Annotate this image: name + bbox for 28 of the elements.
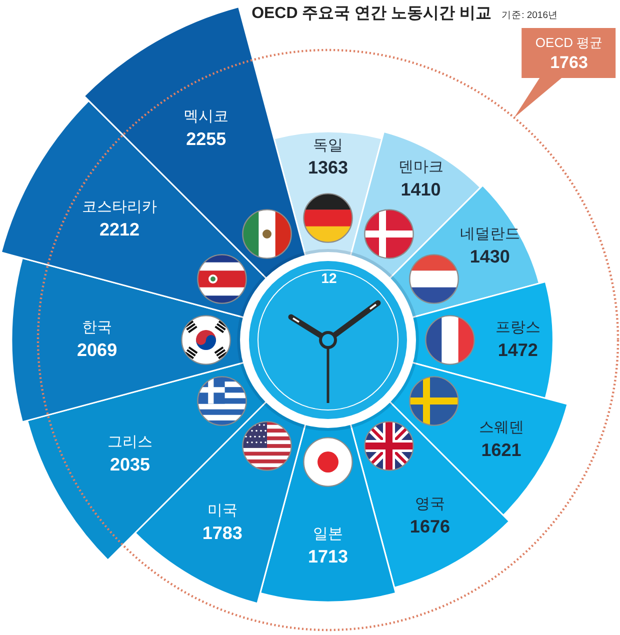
category-label: 미국 <box>207 502 238 520</box>
text: OECD 평균 1763 <box>535 34 603 73</box>
data-label: 2212 <box>99 220 140 240</box>
category-label: 덴마크 <box>398 158 444 176</box>
text: OECD 주요국 연간 노동시간 비교 <box>252 5 492 22</box>
data-label: 1621 <box>481 440 522 460</box>
data-label: 1713 <box>308 546 348 566</box>
data-label: 2255 <box>186 128 226 149</box>
category-label: 스웨덴 <box>478 419 524 436</box>
data-label: 1363 <box>308 158 348 178</box>
category-label: 영국 <box>414 496 445 513</box>
category-label: 프랑스 <box>495 319 540 336</box>
category-label: 한국 <box>82 319 112 336</box>
category-label: 그리스 <box>108 433 153 450</box>
category-label: 독일 <box>313 136 343 154</box>
text: 기준: 2016년 <box>502 10 558 21</box>
text: 12 <box>321 270 337 286</box>
data-label: 2069 <box>77 340 118 360</box>
data-label: 2035 <box>110 454 150 474</box>
category-label: 코스타리카 <box>82 198 157 216</box>
data-label: 1472 <box>498 340 538 360</box>
data-label: 1783 <box>202 522 242 543</box>
category-label: 네덜란드 <box>460 226 520 243</box>
category-label: 멕시코 <box>184 108 229 126</box>
data-label: 1430 <box>470 246 510 266</box>
data-label: 1676 <box>410 516 450 537</box>
data-label: 1410 <box>400 179 441 200</box>
category-label: 일본 <box>313 526 343 543</box>
